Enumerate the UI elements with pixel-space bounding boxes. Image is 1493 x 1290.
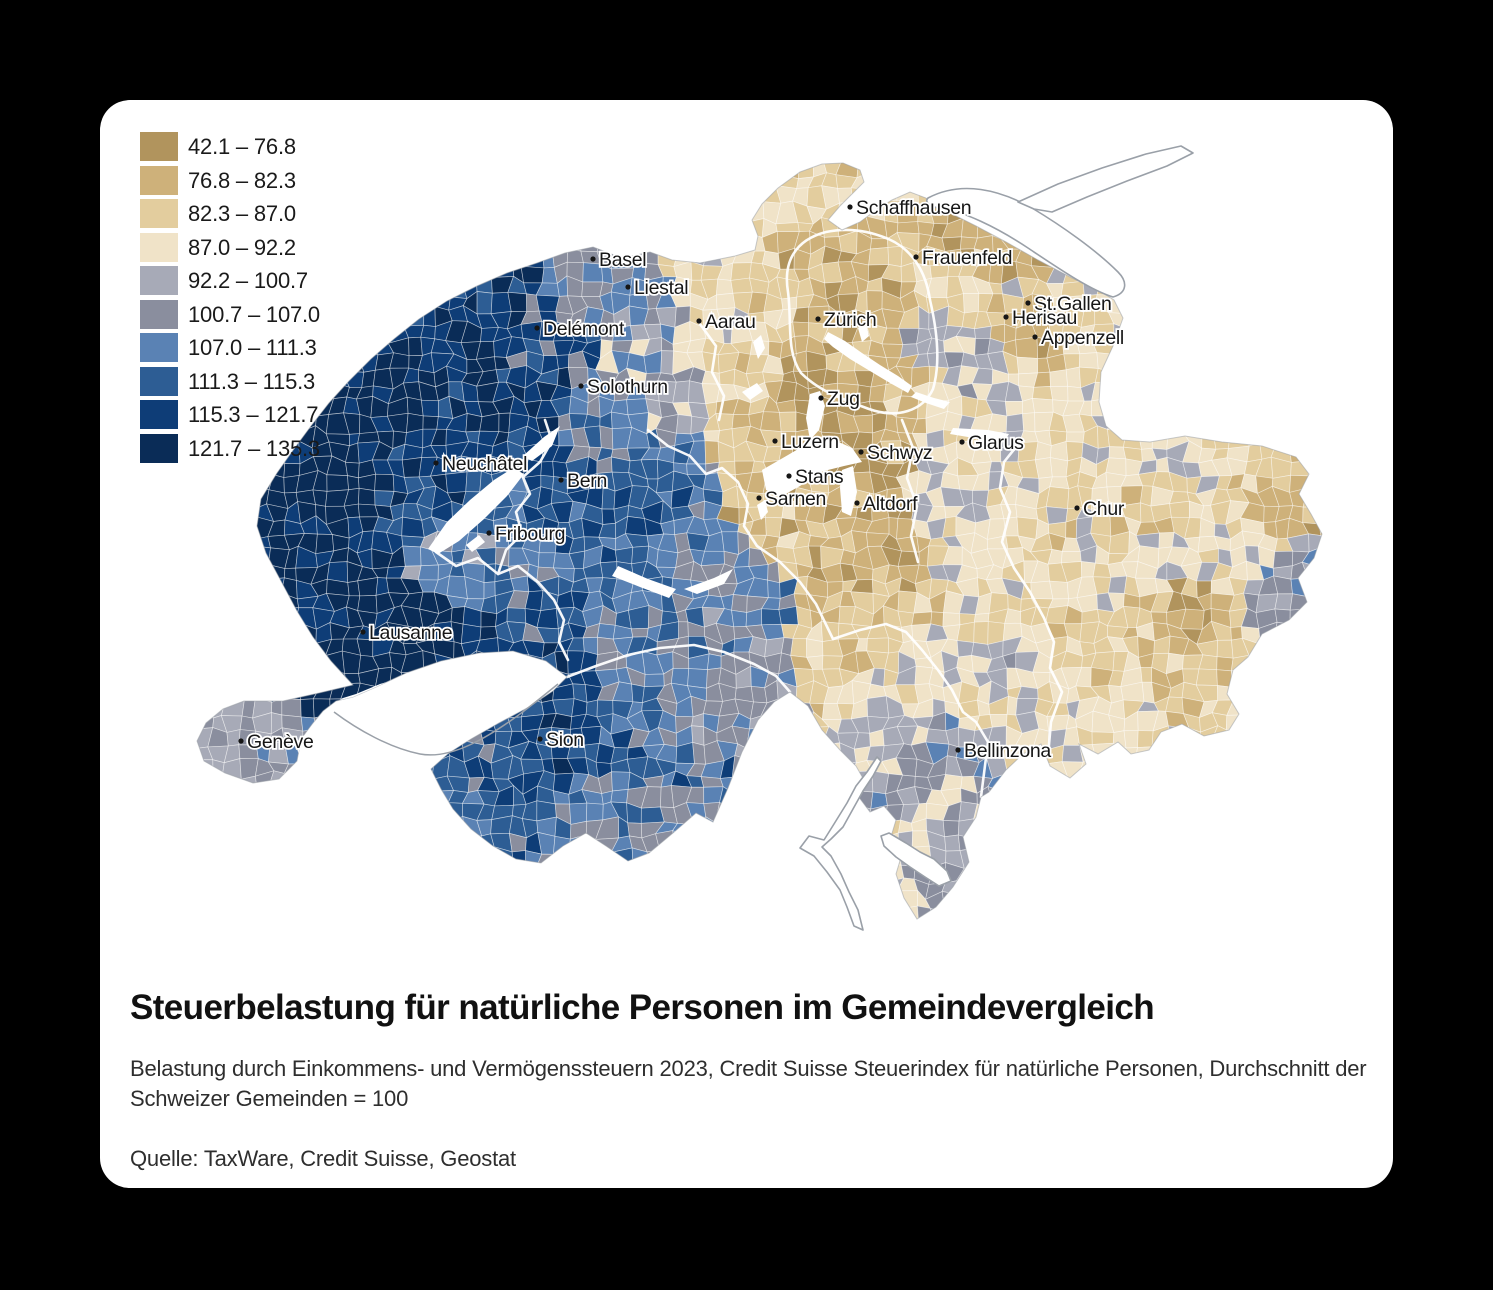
city-dot <box>360 629 366 635</box>
city-label: Schwyz <box>867 442 932 464</box>
legend-swatch <box>140 433 178 463</box>
city-label: Bern <box>567 470 607 492</box>
city-dot <box>558 477 564 483</box>
legend-swatch <box>140 232 178 262</box>
city-dot <box>1074 505 1080 511</box>
city-dot <box>786 473 792 479</box>
city-dot <box>847 204 853 210</box>
city-label: Schaffhausen <box>856 197 971 219</box>
city-label: Delémont <box>543 318 625 340</box>
foreign-outlines <box>799 145 1194 931</box>
city-dot <box>818 395 824 401</box>
legend-swatch <box>140 266 178 295</box>
legend-item: 42.1 – 76.8 <box>140 132 320 161</box>
legend-label: 115.3 – 121.7 <box>188 402 319 427</box>
city-label: Chur <box>1083 498 1125 520</box>
city-dot <box>534 325 540 331</box>
city-dot <box>696 318 702 324</box>
legend-label: 76.8 – 82.3 <box>188 167 296 193</box>
city-label: St.Gallen <box>1034 293 1112 315</box>
legend-swatch <box>140 299 178 329</box>
city-label: Luzern <box>781 431 839 453</box>
city-label: Liestal <box>634 277 688 299</box>
legend-swatch <box>140 366 178 396</box>
city-label: Stans <box>795 466 844 488</box>
legend-item: 82.3 – 87.0 <box>140 199 320 228</box>
city-label: Altdorf <box>863 493 918 515</box>
city-dot <box>486 530 492 536</box>
legend-item: 111.3 – 115.3 <box>140 366 320 396</box>
legend-swatch <box>140 400 178 429</box>
canton-borders <box>434 228 1064 799</box>
city-label: Zürich <box>824 309 876 331</box>
city-labels: Schaffhausen Basel Liestal Frauenfeld Aarau Z… <box>238 195 1127 764</box>
city-dot <box>756 495 762 501</box>
page-title: Steuerbelastung für natürliche Personen … <box>130 988 1155 1027</box>
city-dot <box>433 460 439 466</box>
city-label: Zug <box>827 388 860 410</box>
city-dot <box>858 449 864 455</box>
legend-label: 107.0 – 111.3 <box>188 335 317 360</box>
city-label: Frauenfeld <box>922 247 1012 269</box>
city-dot <box>1025 300 1031 306</box>
legend-item: 92.2 – 100.7 <box>140 266 320 295</box>
city-dot <box>772 438 778 444</box>
city-label: Sion <box>546 729 584 751</box>
city-label: Fribourg <box>495 523 565 545</box>
city-dot <box>590 256 596 262</box>
city-label: Neuchâtel <box>442 453 527 475</box>
legend-label: 111.3 – 115.3 <box>188 368 316 394</box>
country-fill <box>197 163 1322 919</box>
legend-swatch <box>140 333 178 362</box>
city-label: Solothurn <box>587 376 668 398</box>
city-label: Glarus <box>968 432 1024 454</box>
city-dot <box>1003 314 1009 320</box>
legend-swatch <box>140 165 178 195</box>
legend-label: 100.7 – 107.0 <box>188 301 320 327</box>
legend-item: 107.0 – 111.3 <box>140 333 320 362</box>
city-label: Bellinzona <box>964 740 1051 762</box>
municipality-cells <box>197 163 1322 919</box>
city-label: Genève <box>247 731 314 753</box>
page-subtitle: Belastung durch Einkommens- und Vermögen… <box>130 1056 1367 1111</box>
legend-swatch <box>140 132 178 161</box>
legend-item: 115.3 – 121.7 <box>140 400 320 429</box>
city-dot <box>854 500 860 506</box>
legend: 42.1 – 76.8 76.8 – 82.3 82.3 – 87.0 87.0 – … <box>140 132 320 467</box>
lake-geneva-french-shore <box>333 683 559 756</box>
legend-label: 121.7 – 135.3 <box>188 435 320 461</box>
legend-label: 92.2 – 100.7 <box>188 268 308 293</box>
city-dot <box>1032 334 1038 340</box>
city-dot <box>955 747 961 753</box>
city-dot <box>815 316 821 322</box>
legend-item: 87.0 – 92.2 <box>140 232 320 262</box>
legend-item: 121.7 – 135.3 <box>140 433 320 463</box>
city-dot <box>913 254 919 260</box>
city-label: Herisau <box>1012 307 1077 329</box>
city-dot <box>537 736 543 742</box>
legend-label: 42.1 – 76.8 <box>188 134 296 159</box>
city-label: Basel <box>599 249 646 271</box>
city-dot <box>959 439 965 445</box>
city-dot <box>625 284 631 290</box>
legend-label: 87.0 – 92.2 <box>188 234 296 260</box>
legend-label: 82.3 – 87.0 <box>188 201 296 226</box>
city-dot <box>238 738 244 744</box>
source-note: Quelle: TaxWare, Credit Suisse, Geostat <box>130 1146 516 1171</box>
city-dot <box>578 383 584 389</box>
legend-swatch <box>140 199 178 228</box>
city-label: Aarau <box>705 311 756 333</box>
city-label: Sarnen <box>765 488 826 510</box>
city-label: Appenzell <box>1041 327 1124 349</box>
legend-item: 76.8 – 82.3 <box>140 165 320 195</box>
legend-item: 100.7 – 107.0 <box>140 299 320 329</box>
city-label: Lausanne <box>369 622 452 644</box>
